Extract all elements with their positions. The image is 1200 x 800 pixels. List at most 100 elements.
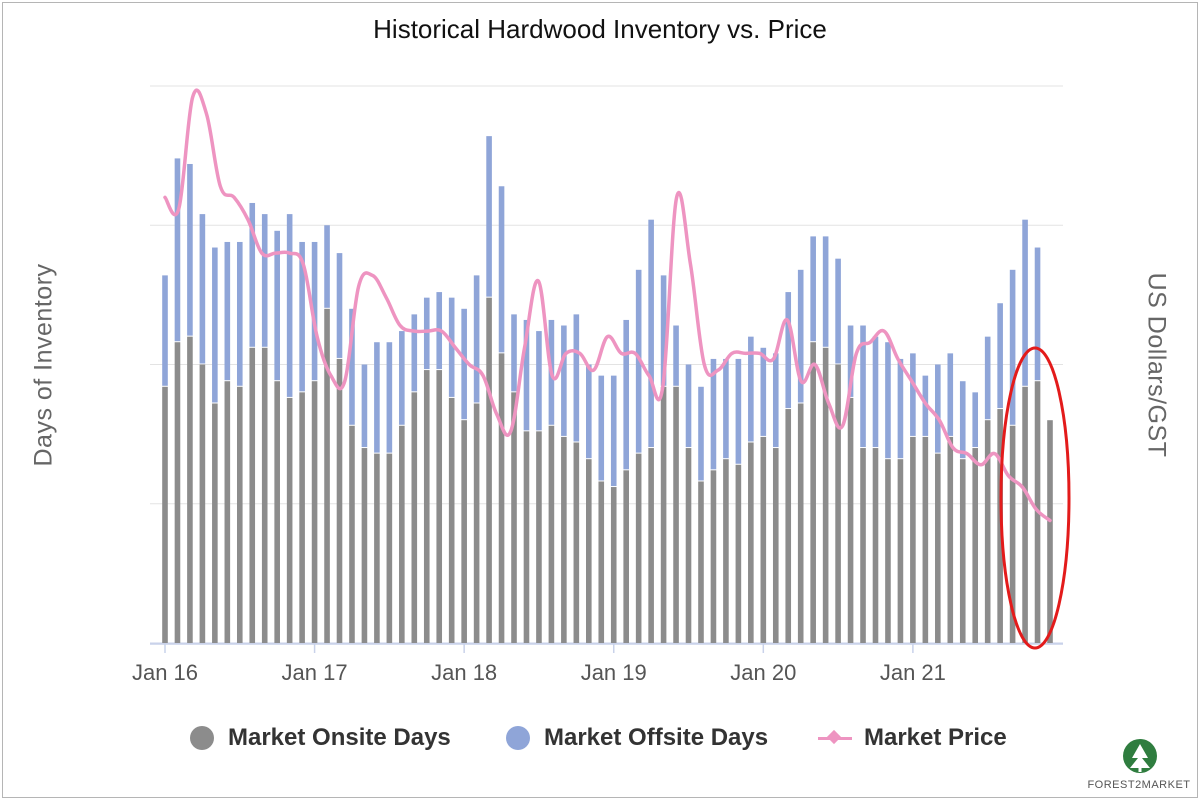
bar-offsite [311,241,318,381]
bar-onsite [174,342,181,643]
bar-offsite [473,275,480,403]
bar-offsite [187,163,193,336]
bar-offsite [361,364,368,448]
bar-onsite [822,347,829,643]
bar-onsite [386,453,393,643]
bar-offsite [910,353,916,436]
bar-offsite [997,303,1003,409]
bar-onsite [536,431,542,643]
bar-offsite [1009,269,1016,425]
bar-onsite [324,308,330,643]
bar-offsite [872,336,879,448]
bar-offsite [199,214,206,364]
bar-onsite [835,364,841,643]
bar-offsite [735,358,742,464]
bar-offsite [261,214,268,347]
bar-onsite [972,448,979,643]
bar-offsite [561,325,567,436]
bar-offsite [486,136,492,297]
bar-series [162,136,1053,643]
bar-offsite [847,325,854,397]
bar-onsite [162,386,168,643]
legend-item-offsite[interactable]: Market Offsite Days [506,720,768,756]
bar-onsite [635,453,642,643]
bar-onsite [698,481,704,643]
bar-offsite [984,336,991,420]
bar-onsite [261,347,268,643]
x-tick-labels: Jan 16 Jan 17 Jan 18 Jan 19 Jan 20 Jan 21 [132,660,946,685]
bar-offsite [772,353,779,448]
bar-onsite [885,459,891,643]
bar-onsite [374,453,380,643]
bar-offsite [236,241,243,386]
bar-offsite [536,331,542,431]
bar-onsite [548,425,555,643]
legend-swatch-onsite [190,726,214,750]
legend-swatch-offsite [506,726,530,750]
bar-onsite [935,453,941,643]
bar-onsite [847,397,854,643]
bar-offsite [224,241,231,381]
bar-offsite [448,297,455,397]
bar-offsite [935,364,941,453]
highlight-ellipse [999,346,1071,650]
price-line [163,88,1052,523]
x-tick-label: Jan 18 [431,660,497,685]
bar-offsite [710,358,717,470]
bar-offsite [286,214,293,397]
legend: Market Onsite Days Market Offsite Days M… [0,720,1200,760]
bar-offsite [324,225,330,308]
bar-onsite [810,342,816,643]
bar-onsite [423,370,430,643]
logo-text: FOREST2MARKET [1087,779,1191,791]
x-tick-label: Jan 16 [132,660,198,685]
bar-offsite [423,297,430,370]
bar-onsite [299,392,305,643]
bar-onsite [187,336,193,643]
bar-onsite [922,436,929,643]
legend-label-offsite: Market Offsite Days [544,724,769,751]
bar-onsite [860,448,866,643]
x-tick-label: Jan 17 [282,660,348,685]
bar-onsite [311,381,318,643]
bar-offsite [959,381,966,459]
bar-onsite [212,403,218,643]
bar-offsite [673,325,679,386]
bar-onsite [336,358,343,643]
bar-onsite [959,459,966,643]
bar-offsite [511,314,517,392]
bar-onsite [498,353,505,643]
bar-onsite [897,459,904,643]
bar-offsite [212,247,218,403]
legend-item-price[interactable]: Market Price [818,720,1007,756]
bar-onsite [573,442,580,643]
bar-onsite [199,364,206,643]
bar-onsite [1047,420,1053,643]
bar-offsite [386,342,393,453]
bar-onsite [511,392,517,643]
bar-offsite [1022,219,1028,386]
legend-item-onsite[interactable]: Market Onsite Days [190,720,451,756]
bar-offsite [610,375,617,487]
bar-onsite [236,386,243,643]
bar-onsite [760,436,767,643]
price-series [163,88,1052,523]
bar-onsite [797,403,804,643]
bar-offsite [573,314,580,442]
bar-offsite [648,219,654,448]
tree-icon [1123,739,1157,773]
bar-onsite [249,347,256,643]
bar-onsite [598,481,605,643]
bar-onsite [349,425,355,643]
bar-onsite [648,448,654,643]
bar-offsite [897,358,904,459]
bar-offsite [810,236,816,342]
bar-offsite [523,319,530,431]
bar-onsite [610,487,617,643]
bar-offsite [162,275,168,386]
bar-onsite [673,386,679,643]
bar-offsite [399,331,405,425]
bar-offsite [635,269,642,453]
bar-offsite [947,353,954,436]
bar-offsite [598,375,605,481]
